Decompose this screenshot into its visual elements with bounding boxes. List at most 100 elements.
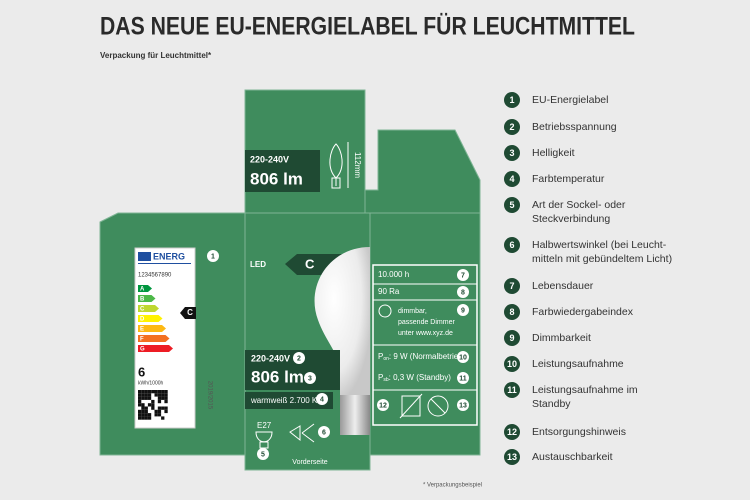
qr-cell <box>144 409 148 414</box>
legend-badge <box>504 171 520 187</box>
legend-badge <box>504 382 520 398</box>
class-letter: G <box>140 347 145 353</box>
qr-cell <box>157 413 162 417</box>
qr-cell <box>154 409 158 414</box>
qr-cell <box>147 413 152 417</box>
qr-cell <box>144 406 148 410</box>
color-temp-box <box>245 392 333 409</box>
qr-cell <box>164 399 168 404</box>
badge <box>377 399 389 411</box>
qr-cell <box>144 413 148 417</box>
legend-badge <box>504 356 520 372</box>
footnote: * Verpackungsbeispiel <box>423 483 482 489</box>
eu-flag <box>138 252 151 261</box>
front-info-box <box>245 350 340 390</box>
class-bar <box>138 345 173 352</box>
dimmer-icon <box>378 304 392 318</box>
legend-badge <box>504 278 520 294</box>
class-letter: F <box>140 337 144 343</box>
legend-badge <box>504 304 520 320</box>
power-sub: sb <box>383 377 389 383</box>
front-color-temp: warmweiß 2.700 K <box>250 396 318 405</box>
qr-cell <box>144 416 148 420</box>
qr-cell <box>138 390 142 394</box>
legend-label: Leistungsaufnahme <box>532 358 624 370</box>
class-bar <box>138 295 156 302</box>
legend-number: 8 <box>509 307 514 317</box>
badge-number: 3 <box>308 375 312 382</box>
label-unit: kWh/1000h <box>138 380 164 386</box>
badge-number: 11 <box>459 375 467 382</box>
badge <box>457 286 469 298</box>
legend: 1 EU-Energielabel 2 Betriebsspannung 3 Hellig… <box>504 92 672 465</box>
badge-number: 13 <box>459 402 467 409</box>
qr-cell <box>154 390 158 394</box>
legend-label: Farbtemperatur <box>532 173 605 185</box>
badge <box>457 269 469 281</box>
power-symbol: P <box>378 373 383 382</box>
qr-cell <box>147 396 152 400</box>
title: DAS NEUE EU-ENERGIELABEL FÜR LEUCHTMITTE… <box>100 12 635 41</box>
front-caption: Vorderseite <box>292 459 328 466</box>
side-dimming: dimmbar, <box>398 308 427 315</box>
qr-cell <box>141 416 145 420</box>
qr-cell <box>164 406 168 410</box>
label-brand: ENERG <box>153 251 185 261</box>
legend-badge <box>504 330 520 346</box>
qr-cell <box>161 390 165 394</box>
badge-number: 5 <box>261 451 265 458</box>
label-class: C <box>187 308 193 317</box>
subtitle: Verpackung für Leuchtmittel* <box>100 51 212 60</box>
badge-number: 4 <box>320 396 324 403</box>
legend-number: 11 <box>507 385 517 395</box>
disposal-icon-cross <box>399 393 423 419</box>
legend-label: Lebensdauer <box>532 280 594 292</box>
badge-number: 6 <box>322 429 326 436</box>
angle-icon <box>289 423 315 443</box>
front-lumen: 806 lm <box>251 367 304 386</box>
qr-cell <box>138 416 142 420</box>
legend-badge <box>504 449 520 465</box>
side-dimming: passende Dimmer <box>398 319 455 326</box>
legend-label: Farbwiedergabeindex <box>532 306 634 318</box>
qr-cell <box>138 396 142 400</box>
top-lumen: 806 lm <box>250 169 303 188</box>
legend-badge <box>504 197 520 213</box>
side-cri: 90 Ra <box>378 287 400 296</box>
legend-label: Entsorgungshinweis <box>532 426 626 438</box>
side-dimming: unter www.xyz.de <box>398 330 453 337</box>
qr-cell <box>161 406 165 410</box>
legend-number: 4 <box>509 174 514 184</box>
class-letter: D <box>140 317 145 323</box>
badge-number: 7 <box>461 272 465 279</box>
qr-cell <box>161 393 165 397</box>
power-symbol: P <box>378 352 383 361</box>
badge-number: 10 <box>459 354 467 361</box>
badge <box>293 352 305 364</box>
badge <box>316 393 328 405</box>
legend-number: 13 <box>507 452 517 462</box>
power-text: : 0,3 W (Standby) <box>389 373 452 382</box>
badge <box>304 372 316 384</box>
label-code: 1234567890 <box>138 273 172 279</box>
right-panel <box>369 212 481 456</box>
class-bar <box>138 285 152 292</box>
badge <box>457 304 469 316</box>
side-lifetime: 10.000 h <box>378 270 409 279</box>
front-socket: E27 <box>257 421 272 430</box>
class-bar <box>138 335 170 342</box>
badge <box>318 426 330 438</box>
badge <box>457 399 469 411</box>
qr-cell <box>141 396 145 400</box>
legend-label: Halbwertswinkel (bei Leucht- <box>532 239 667 251</box>
legend-number: 12 <box>507 427 517 437</box>
legend-number: 3 <box>509 148 514 158</box>
legend-number: 1 <box>509 95 514 105</box>
qr-cell <box>164 396 168 400</box>
front-class: C <box>305 256 315 271</box>
legend-number: 6 <box>509 240 514 250</box>
qr-cell <box>141 406 145 410</box>
top-info-box <box>245 150 320 192</box>
